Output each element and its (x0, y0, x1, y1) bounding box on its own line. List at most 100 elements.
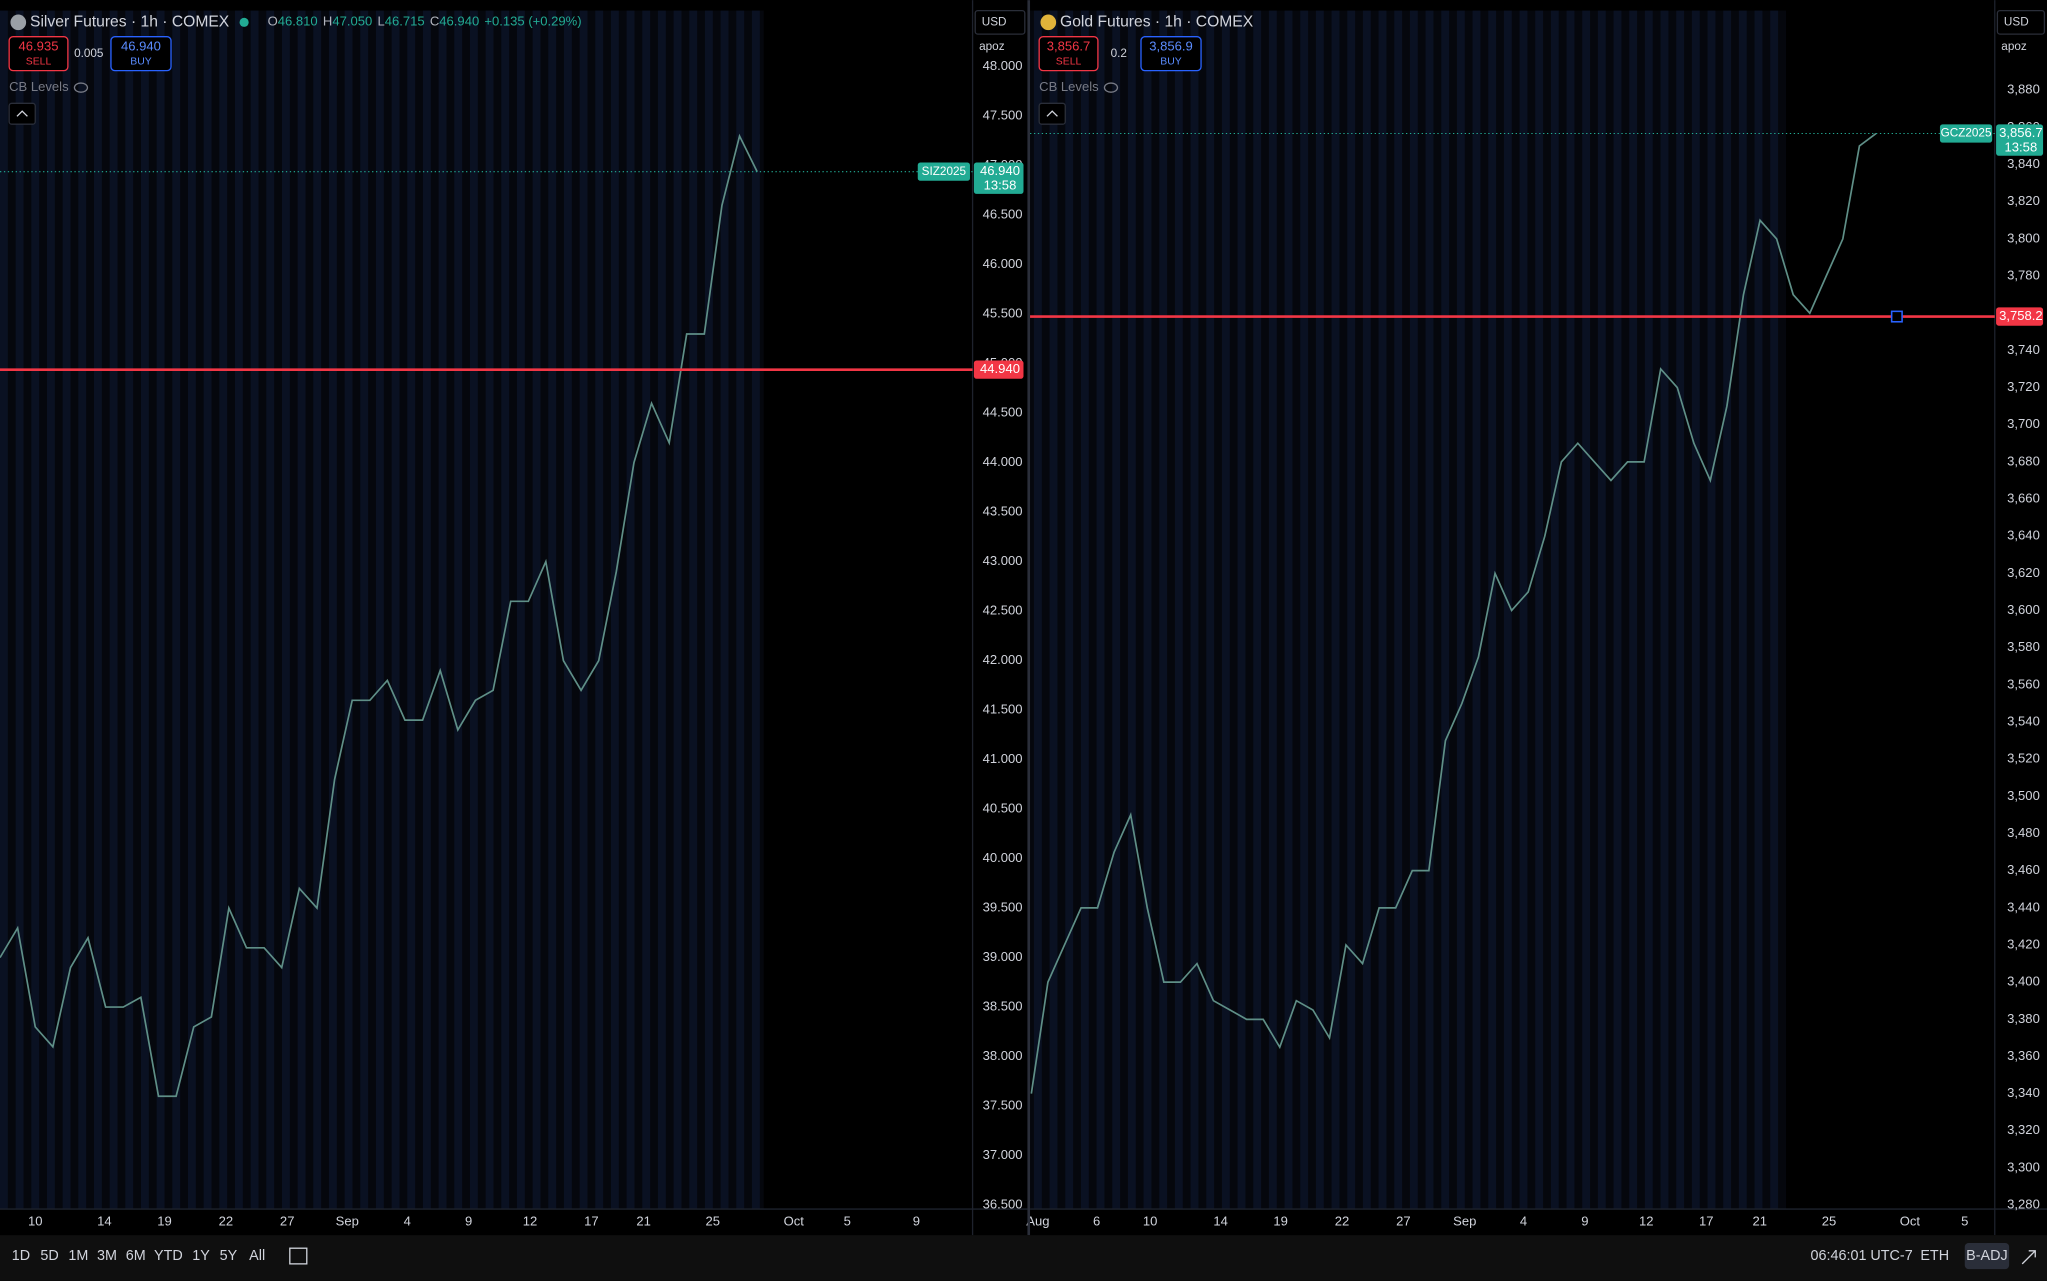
y-tick-label: 38.500 (983, 999, 1023, 1014)
y-tick-label: 3,740 (2007, 342, 2040, 357)
range-button[interactable]: 1Y (192, 1248, 210, 1264)
session-shading (1030, 10, 1786, 1210)
currency: USD (2004, 15, 2029, 28)
symbol-tag (1939, 124, 1993, 143)
collapse-button[interactable] (1038, 102, 1066, 125)
x-tick-label: 19 (157, 1214, 172, 1229)
fullscreen-icon[interactable] (2021, 1250, 2036, 1265)
adjust-button[interactable]: B-ADJ (1966, 1248, 2008, 1264)
x-tick-label: 5 (1961, 1214, 1968, 1229)
buy-button[interactable] (1140, 36, 1202, 72)
y-tick-label: 3,820 (2007, 193, 2040, 208)
visibility-icon[interactable] (73, 82, 89, 93)
x-tick-label: Aug (1026, 1214, 1049, 1229)
x-tick-label: 9 (1581, 1214, 1588, 1229)
currency-button[interactable] (974, 9, 1026, 35)
symbol-icon (10, 14, 27, 31)
x-tick-label: 10 (1143, 1214, 1158, 1229)
y-tick-label: 43.500 (983, 504, 1023, 519)
x-tick-label: 17 (584, 1214, 599, 1229)
range-button[interactable]: 1M (68, 1248, 88, 1264)
y-tick-label: 3,540 (2007, 713, 2040, 728)
range-button[interactable]: YTD (154, 1248, 183, 1264)
x-tick-label: 10 (28, 1214, 43, 1229)
y-tick-label: 3,580 (2007, 639, 2040, 654)
level-tag (1996, 307, 2044, 326)
level-handle[interactable] (1890, 310, 1903, 323)
visibility-icon[interactable] (1103, 82, 1119, 93)
range-button[interactable]: 3M (97, 1248, 117, 1264)
y-tick-label: 3,300 (2007, 1159, 2040, 1174)
price-line (0, 133, 758, 1098)
currency-button[interactable] (1996, 9, 2046, 35)
change: +0.135 (+0.29%) (484, 14, 581, 29)
ohlc-key: H (323, 14, 332, 29)
x-tick-label: 22 (1335, 1214, 1350, 1229)
sell-label: SELL (1056, 56, 1082, 67)
y-tick-label: 45.500 (983, 306, 1023, 321)
sell-label: SELL (26, 56, 52, 67)
level-tag (973, 360, 1024, 379)
y-tick-label: 3,500 (2007, 788, 2040, 803)
range-button[interactable]: All (249, 1248, 265, 1264)
y-tick-label: 3,480 (2007, 825, 2040, 840)
x-tick-label: 19 (1273, 1214, 1288, 1229)
buy-button[interactable] (110, 36, 172, 72)
sell-price: 3,856.7 (1047, 39, 1091, 54)
price-tag-text: 3,856.7 (1999, 125, 2043, 140)
y-tick-label: 48.000 (983, 58, 1023, 73)
symbol-title[interactable]: Silver Futures · 1h · COMEX (30, 13, 230, 30)
range-button[interactable]: 6M (126, 1248, 146, 1264)
session-button[interactable]: ETH (1920, 1248, 1949, 1264)
x-tick-label: 22 (219, 1214, 234, 1229)
x-tick-label: Oct (784, 1214, 805, 1229)
y-tick-label: 40.000 (983, 850, 1023, 865)
y-tick-label: 3,560 (2007, 676, 2040, 691)
x-tick-label: 5 (844, 1214, 851, 1229)
sell-price: 46.935 (19, 39, 59, 54)
x-tick-label: 4 (404, 1214, 411, 1229)
countdown: 13:58 (984, 177, 1017, 192)
y-tick-label: 3,320 (2007, 1122, 2040, 1137)
x-tick-label: 14 (97, 1214, 112, 1229)
x-tick-label: Sep (336, 1214, 359, 1229)
y-tick-label: 3,700 (2007, 416, 2040, 431)
range-button[interactable]: 5D (40, 1248, 58, 1264)
sell-button[interactable] (1038, 36, 1099, 72)
ohlc-key: L (377, 14, 384, 29)
session-shading (0, 10, 764, 1210)
symbol-tag-text: GCZ2025 (1941, 127, 1992, 140)
y-tick-label: 3,720 (2007, 379, 2040, 394)
collapse-button[interactable] (8, 102, 36, 125)
clock[interactable]: 06:46:01 UTC-7 (1811, 1248, 1913, 1264)
y-tick-label: 39.500 (983, 900, 1023, 915)
range-button[interactable]: 5Y (220, 1248, 238, 1264)
symbol-tag-text: SIZ2025 (922, 165, 967, 178)
y-tick-label: 3,400 (2007, 974, 2040, 989)
date-range-icon[interactable] (289, 1247, 308, 1265)
y-tick-label: 44.500 (983, 405, 1023, 420)
indicator-name[interactable]: CB Levels (1039, 79, 1099, 94)
ohlc-value: 47.050 (332, 14, 372, 29)
y-tick-label: 3,800 (2007, 230, 2040, 245)
y-tick-label: 44.000 (983, 454, 1023, 469)
unit-mode[interactable]: apoz (979, 40, 1005, 53)
sell-button[interactable] (8, 36, 69, 72)
unit-mode[interactable]: apoz (2001, 40, 2027, 53)
y-tick-label: 3,660 (2007, 490, 2040, 505)
currency: USD (982, 15, 1007, 28)
y-tick-label: 47.500 (983, 108, 1023, 123)
price-tag-text: 46.940 (980, 163, 1020, 178)
symbol-title[interactable]: Gold Futures · 1h · COMEX (1060, 13, 1254, 30)
range-button[interactable]: 1D (12, 1248, 30, 1264)
y-tick-label: 46.000 (983, 256, 1023, 271)
y-tick-label: 3,380 (2007, 1011, 2040, 1026)
y-tick-label: 3,420 (2007, 936, 2040, 951)
y-tick-label: 42.500 (983, 603, 1023, 618)
y-tick-label: 3,640 (2007, 528, 2040, 543)
y-tick-label: 3,460 (2007, 862, 2040, 877)
indicator-name[interactable]: CB Levels (9, 79, 69, 94)
spread: 0.005 (74, 47, 104, 60)
